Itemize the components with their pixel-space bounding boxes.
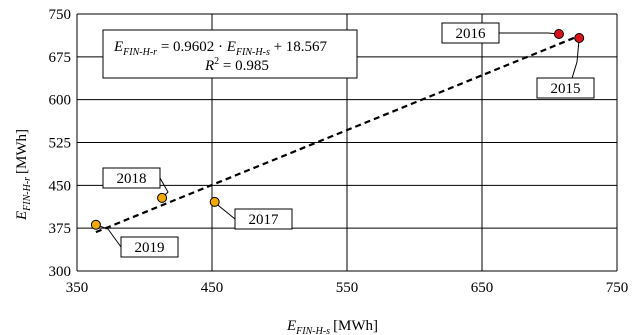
x-title-var: E [286, 318, 296, 334]
x-tick-label: 750 [606, 280, 629, 296]
y-tick-label: 450 [49, 178, 72, 194]
r2-value: = 0.985 [219, 58, 269, 74]
leader-line-2016 [499, 32, 559, 35]
x-title-sub: FIN-H-s [295, 326, 330, 335]
x-tick-label: 550 [336, 280, 359, 296]
eq-lhs-var: E [113, 39, 123, 55]
eq-middle: = 0.9602 · [157, 39, 227, 55]
equation-line: EFIN-H-r = 0.9602 · EFIN-H-s + 18.567 [113, 39, 328, 58]
point-label-2019: 2019 [135, 240, 165, 256]
x-tick-labels: 350 450 550 650 750 [66, 280, 629, 296]
y-title-var: E [14, 211, 30, 221]
point-label-2018: 2018 [117, 171, 147, 187]
x-tick-label: 350 [66, 280, 89, 296]
y-tick-label: 525 [49, 136, 72, 152]
data-point-2019 [90, 219, 101, 230]
label-box-2015 [536, 77, 595, 99]
r2-sup: 2 [214, 56, 219, 67]
label-box-2018 [102, 167, 161, 189]
eq-rhs-var: E [226, 39, 236, 55]
y-tick-label: 600 [49, 93, 72, 109]
data-point-2018 [157, 192, 168, 203]
data-points [90, 28, 585, 230]
y-tick-labels: 300 375 450 525 600 675 750 [49, 7, 72, 280]
point-label-2015: 2015 [551, 81, 581, 97]
y-tick-label: 300 [49, 264, 72, 280]
eq-tail: + 18.567 [270, 39, 328, 55]
eq-rhs-sub: FIN-H-s [235, 47, 270, 58]
y-axis-title: EFIN-H-r [MWh] [14, 129, 33, 221]
r-squared: R2 = 0.985 [204, 56, 269, 74]
data-point-2015 [574, 32, 585, 43]
data-point-2017 [209, 196, 220, 207]
point-label-2016: 2016 [456, 26, 487, 42]
trendline [95, 34, 580, 234]
x-tick-label: 650 [471, 280, 494, 296]
x-tick-label: 450 [201, 280, 224, 296]
r2-var: R [204, 58, 214, 74]
point-label-2017: 2017 [249, 212, 280, 228]
y-tick-label: 675 [49, 50, 72, 66]
point-labels: 2015 2016 2017 2018 2019 [102, 22, 595, 258]
label-box-2016 [441, 22, 500, 44]
y-title-unit: [MWh] [14, 129, 30, 174]
y-tick-label: 375 [49, 221, 72, 237]
y-title-sub: FIN-H-r [22, 177, 33, 212]
data-point-2016 [553, 28, 564, 39]
eq-lhs-sub: FIN-H-r [122, 47, 157, 58]
label-box-2017 [234, 208, 293, 230]
label-box-2019 [120, 236, 179, 258]
x-title-unit: [MWh] [333, 318, 378, 334]
x-axis-title: EFIN-H-s [MWh] [286, 318, 378, 335]
y-tick-label: 750 [49, 7, 72, 23]
equation-box: EFIN-H-r = 0.9602 · EFIN-H-s + 18.567 R2… [102, 29, 358, 79]
